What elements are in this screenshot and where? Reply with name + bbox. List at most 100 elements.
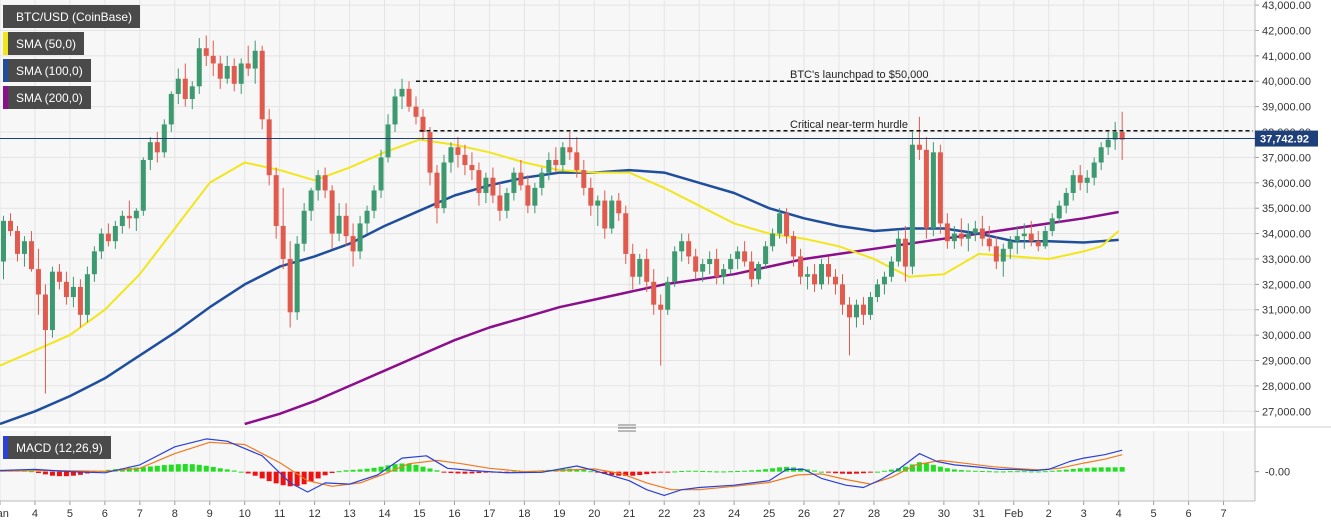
candle-up [91,251,97,275]
candle-down [714,258,720,277]
current-price-label: 37,742.92 [1260,134,1309,146]
candle-up [224,66,230,79]
candle-up [196,48,202,87]
candle-down [944,223,950,242]
candle-down [686,241,692,257]
candle-up [252,50,258,69]
candle-down [266,119,272,176]
macd-histogram-bar-negative [651,471,657,474]
candle-down [35,269,41,295]
candle-up [1000,248,1006,262]
macd-histogram-bar-positive [154,465,160,472]
macd-histogram-bar-negative [483,471,489,473]
candle-down [846,304,852,318]
candle-up [189,86,195,100]
macd-histogram-bar-positive [958,470,964,472]
macd-histogram-bar-positive [343,470,349,472]
macd-histogram-bar-positive [805,469,811,472]
macd-histogram-bar-positive [378,466,384,472]
candle-down [993,246,999,262]
candle-down [916,144,922,150]
macd-histogram-bar-positive [574,469,580,472]
candle-up [756,264,762,280]
macd-histogram-bar-negative [294,471,300,487]
legend-symbol-label: BTC/USD (CoinBase) [16,9,133,24]
macd-histogram-bar-positive [196,464,202,472]
macd-histogram-bar-positive [140,467,146,472]
macd-histogram-bar-positive [371,467,377,472]
macd-histogram-bar-positive [413,464,419,472]
y-tick-label: 30,000.00 [1262,330,1311,342]
macd-histogram-bar-positive [937,466,943,472]
macd-histogram-bar-positive [133,467,139,472]
candle-down [749,261,755,280]
legend-macd-label: MACD (12,26,9) [16,440,103,455]
macd-histogram-bar-positive [930,464,936,472]
y-tick-label: 41,000.00 [1262,51,1311,63]
macd-histogram-bar-negative [846,471,852,474]
macd-histogram-bar-negative [637,471,643,476]
candle-up [1105,139,1111,148]
candle-up [301,210,307,244]
candle-down [259,50,265,120]
macd-histogram-bar-negative [833,471,839,474]
candle-up [1098,147,1104,163]
price-panel-bg [0,0,1255,424]
macd-histogram-bar-positive [511,471,517,473]
legend-symbol[interactable]: BTC/USD (CoinBase) [3,5,141,28]
candle-up [175,78,181,94]
x-tick-label: 5 [67,508,73,520]
candle-up [972,228,978,234]
legend-sma100-label: SMA (100,0) [16,63,83,78]
candle-up [539,172,545,188]
candle-down [567,147,573,153]
macd-histogram-bar-negative [609,471,615,476]
macd-histogram-bar-positive [147,466,153,472]
candle-down [791,236,797,257]
x-tick-label: 24 [728,508,740,520]
legend-sma200[interactable]: SMA (200,0) [3,86,91,109]
candle-down [343,215,349,237]
macd-histogram-bar-negative [602,471,608,474]
macd-histogram-bar-positive [1028,471,1034,473]
candle-down [979,228,985,239]
legend-macd[interactable]: MACD (12,26,9) [3,436,111,459]
macd-histogram-bar-positive [993,471,999,473]
candle-up [84,274,90,315]
y-tick-label: 27,000.00 [1262,406,1311,418]
y-tick-label: 39,000.00 [1262,102,1311,114]
candle-up [777,213,783,234]
legend-macd-swatch [3,436,8,459]
candle-down [658,304,664,310]
legend-sma100[interactable]: SMA (100,0) [3,59,91,82]
macd-histogram-bar-positive [721,471,727,473]
macd-histogram-bar-positive [909,464,915,472]
macd-histogram-bar-positive [364,468,370,472]
candle-down [937,152,943,224]
candle-up [238,63,244,84]
x-tick-label: 12 [308,508,320,520]
macd-histogram-bar-positive [217,468,223,472]
candle-down [476,170,482,193]
candle-down [406,88,412,107]
macd-histogram-bar-negative [35,471,41,473]
macd-histogram-bar-positive [700,470,706,472]
candle-up [679,241,685,252]
x-tick-label: 20 [588,508,600,520]
macd-histogram-bar-positive [923,463,929,472]
candle-down [126,215,132,219]
legend-sma50[interactable]: SMA (50,0) [3,32,85,55]
candle-down [839,284,845,305]
macd-histogram-bar-negative [315,471,321,479]
macd-histogram-bar-positive [1007,471,1013,473]
candle-up [483,177,489,193]
macd-histogram-bar-negative [49,471,55,476]
candle-down [322,175,328,191]
candle-down [644,258,650,282]
candle-up [728,258,734,270]
y-tick-label: 32,000.00 [1262,279,1311,291]
macd-histogram-bar-positive [168,464,174,472]
candle-down [860,304,866,315]
